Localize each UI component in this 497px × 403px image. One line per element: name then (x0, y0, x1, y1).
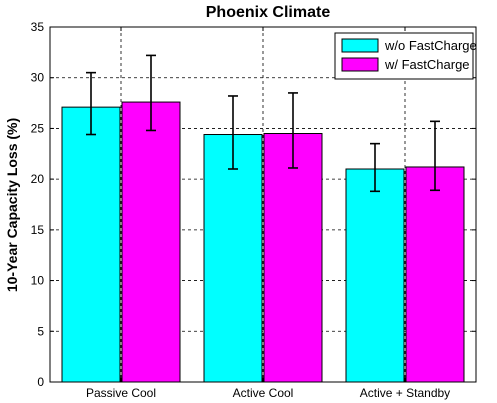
bar-2-2 (263, 133, 323, 383)
legend-swatch-2 (341, 57, 379, 72)
legend-label-2: w/ FastCharge (384, 57, 470, 72)
chart-title: Phoenix Climate (206, 4, 331, 21)
y-tick-label-1: 5 (37, 324, 44, 338)
y-axis-label: 10-Year Capacity Loss (%) (4, 118, 20, 292)
y-tick-label-5: 25 (31, 121, 45, 135)
legend: w/o FastCharge w/ FastCharge (334, 32, 477, 80)
x-tick-label-2: Active + Standby (360, 386, 450, 400)
bar-2-3 (405, 166, 465, 383)
y-tick-label-3: 15 (31, 223, 45, 237)
legend-label-1: w/o FastCharge (384, 38, 477, 53)
plot-area: 0 5 10 15 20 25 30 35 Passive Cool Active Cool Act… (31, 20, 477, 400)
bar-1-1 (61, 106, 121, 383)
bar-2-1 (121, 101, 181, 383)
y-tick-label-7: 35 (31, 20, 45, 34)
x-tick-label-0: Passive Cool (86, 386, 156, 400)
y-tick-label-2: 10 (31, 274, 45, 288)
y-tick-label-4: 20 (31, 172, 45, 186)
x-tick-label-1: Active Cool (233, 386, 294, 400)
bar-1-3 (345, 168, 405, 383)
y-tick-label-0: 0 (37, 375, 44, 389)
legend-swatch-1 (341, 38, 379, 53)
y-tick-label-6: 30 (31, 71, 45, 85)
bar-1-2 (203, 134, 263, 383)
